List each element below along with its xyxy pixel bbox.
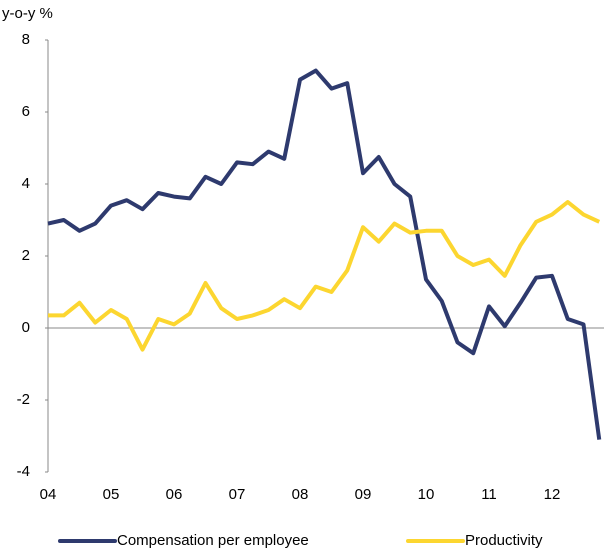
x-tick-label: 05 [103,486,120,503]
y-tick-label: 4 [22,175,30,192]
x-tick-label: 10 [418,486,435,503]
y-tick-label: -2 [17,391,30,408]
y-tick-label: 2 [22,247,30,264]
y-tick-label: 8 [22,31,30,48]
y-tick-label: 6 [22,103,30,120]
legend-label: Productivity [465,532,543,549]
series-line [48,200,601,352]
x-tick-label: 06 [166,486,183,503]
y-tick-label: -4 [17,463,30,480]
series-line [47,68,602,440]
y-axis-label: y-o-y % [2,5,53,22]
x-tick-label: 09 [355,486,372,503]
y-tick-label: 0 [22,319,30,336]
x-tick-label: 11 [481,486,497,503]
x-tick-label: 12 [544,486,561,503]
x-tick-label: 08 [292,486,309,503]
legend-label: Compensation per employee [117,532,309,549]
x-tick-label: 07 [229,486,246,503]
x-tick-label: 04 [40,486,57,503]
